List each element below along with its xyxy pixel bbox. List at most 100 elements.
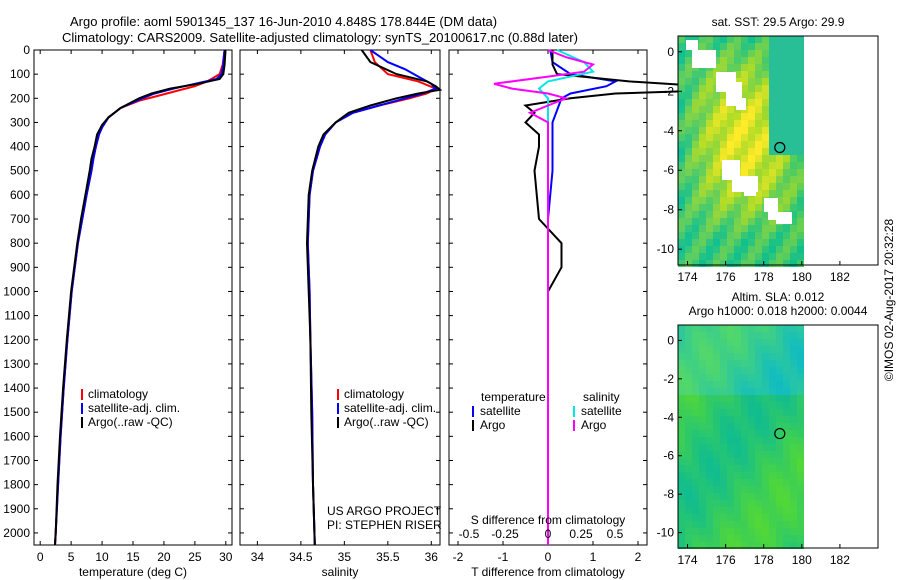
map-cell (706, 232, 713, 239)
map-cell (741, 64, 748, 71)
map-cell (727, 325, 734, 332)
map-x-tick-label: 176 (716, 270, 736, 284)
map-cell (797, 71, 804, 78)
map-cell (748, 472, 755, 479)
map-cell (720, 50, 727, 57)
map-cell (727, 507, 734, 514)
series-line-temperature-0 (54, 49, 226, 546)
map-cell (678, 528, 685, 535)
map-cell (783, 162, 790, 169)
legend-label: Argo (581, 418, 607, 432)
series-line-difference-0 (547, 49, 619, 545)
map-cell (699, 360, 706, 367)
map-cell (713, 507, 720, 514)
map-cell (734, 423, 741, 430)
map-cell (727, 246, 734, 253)
map-cell (748, 127, 755, 134)
map-cell (748, 57, 755, 64)
map-cell (692, 204, 699, 211)
map-cell (797, 486, 804, 493)
map-cell (741, 472, 748, 479)
map-cell (755, 85, 762, 92)
map-cell (706, 169, 713, 176)
map-cell (706, 374, 713, 381)
map-cell (783, 444, 790, 451)
map-cell (741, 416, 748, 423)
map-cell (776, 246, 783, 253)
map-cell (692, 332, 699, 339)
map-cell (776, 190, 783, 197)
map-cell (755, 528, 762, 535)
map-cell (685, 253, 692, 260)
map-cell (762, 120, 769, 127)
map-cell (699, 162, 706, 169)
map-cell (713, 430, 720, 437)
map-cell (678, 346, 685, 353)
map-cell (692, 479, 699, 486)
x-tick-label: 35 (338, 550, 352, 564)
map-cell (783, 71, 790, 78)
map-cell (755, 493, 762, 500)
map-cell (783, 176, 790, 183)
panel-frame-temperature (33, 49, 233, 546)
map-cell (699, 71, 706, 78)
map-cell (706, 183, 713, 190)
map-cell (720, 346, 727, 353)
map-cell (734, 127, 741, 134)
map-cell (685, 246, 692, 253)
map-cell (734, 57, 741, 64)
map-cell (797, 155, 804, 162)
map-cell (741, 514, 748, 521)
map-cell (797, 260, 804, 267)
map-cell (699, 339, 706, 346)
map-cell (797, 43, 804, 50)
map-cell (783, 141, 790, 148)
legend-label: climatology (88, 387, 148, 401)
map-cell (699, 395, 706, 402)
map-cell (748, 360, 755, 367)
map-cell (790, 36, 797, 43)
map-cell (776, 134, 783, 141)
map-cell (762, 232, 769, 239)
map-cell (797, 127, 804, 134)
map-cell (783, 260, 790, 267)
map-cell (776, 155, 783, 162)
map-cell (790, 339, 797, 346)
map-cell (727, 134, 734, 141)
map-cell (741, 92, 748, 99)
map-cell (699, 85, 706, 92)
map-cell (706, 197, 713, 204)
figure-title-line1: Argo profile: aoml 5901345_137 16-Jun-20… (70, 14, 498, 29)
map-cell (678, 542, 685, 549)
map-cell (797, 190, 804, 197)
depth-tick-label: 1000 (3, 284, 30, 298)
map-cell (678, 85, 685, 92)
map-cell (699, 332, 706, 339)
map-cell (685, 204, 692, 211)
map-cell (797, 500, 804, 507)
map-cell (727, 521, 734, 528)
map-cell (783, 325, 790, 332)
map-cell (713, 218, 720, 225)
map-cell (797, 381, 804, 388)
map-cell (741, 325, 748, 332)
map-cell (706, 218, 713, 225)
map-cell (790, 197, 797, 204)
map-cell (741, 50, 748, 57)
map-cell (692, 92, 699, 99)
map-cell (706, 360, 713, 367)
map-cell (734, 374, 741, 381)
map-cell (678, 113, 685, 120)
map-cell (762, 190, 769, 197)
map-cell (755, 232, 762, 239)
map-cell (748, 134, 755, 141)
map-cell (685, 36, 692, 43)
map-cell (741, 141, 748, 148)
map-cell (776, 169, 783, 176)
panel-frame-salinity (239, 49, 441, 546)
map-cell (748, 542, 755, 549)
map-cell (762, 113, 769, 120)
map-cell (762, 493, 769, 500)
map-cell (727, 346, 734, 353)
map-cell (734, 486, 741, 493)
